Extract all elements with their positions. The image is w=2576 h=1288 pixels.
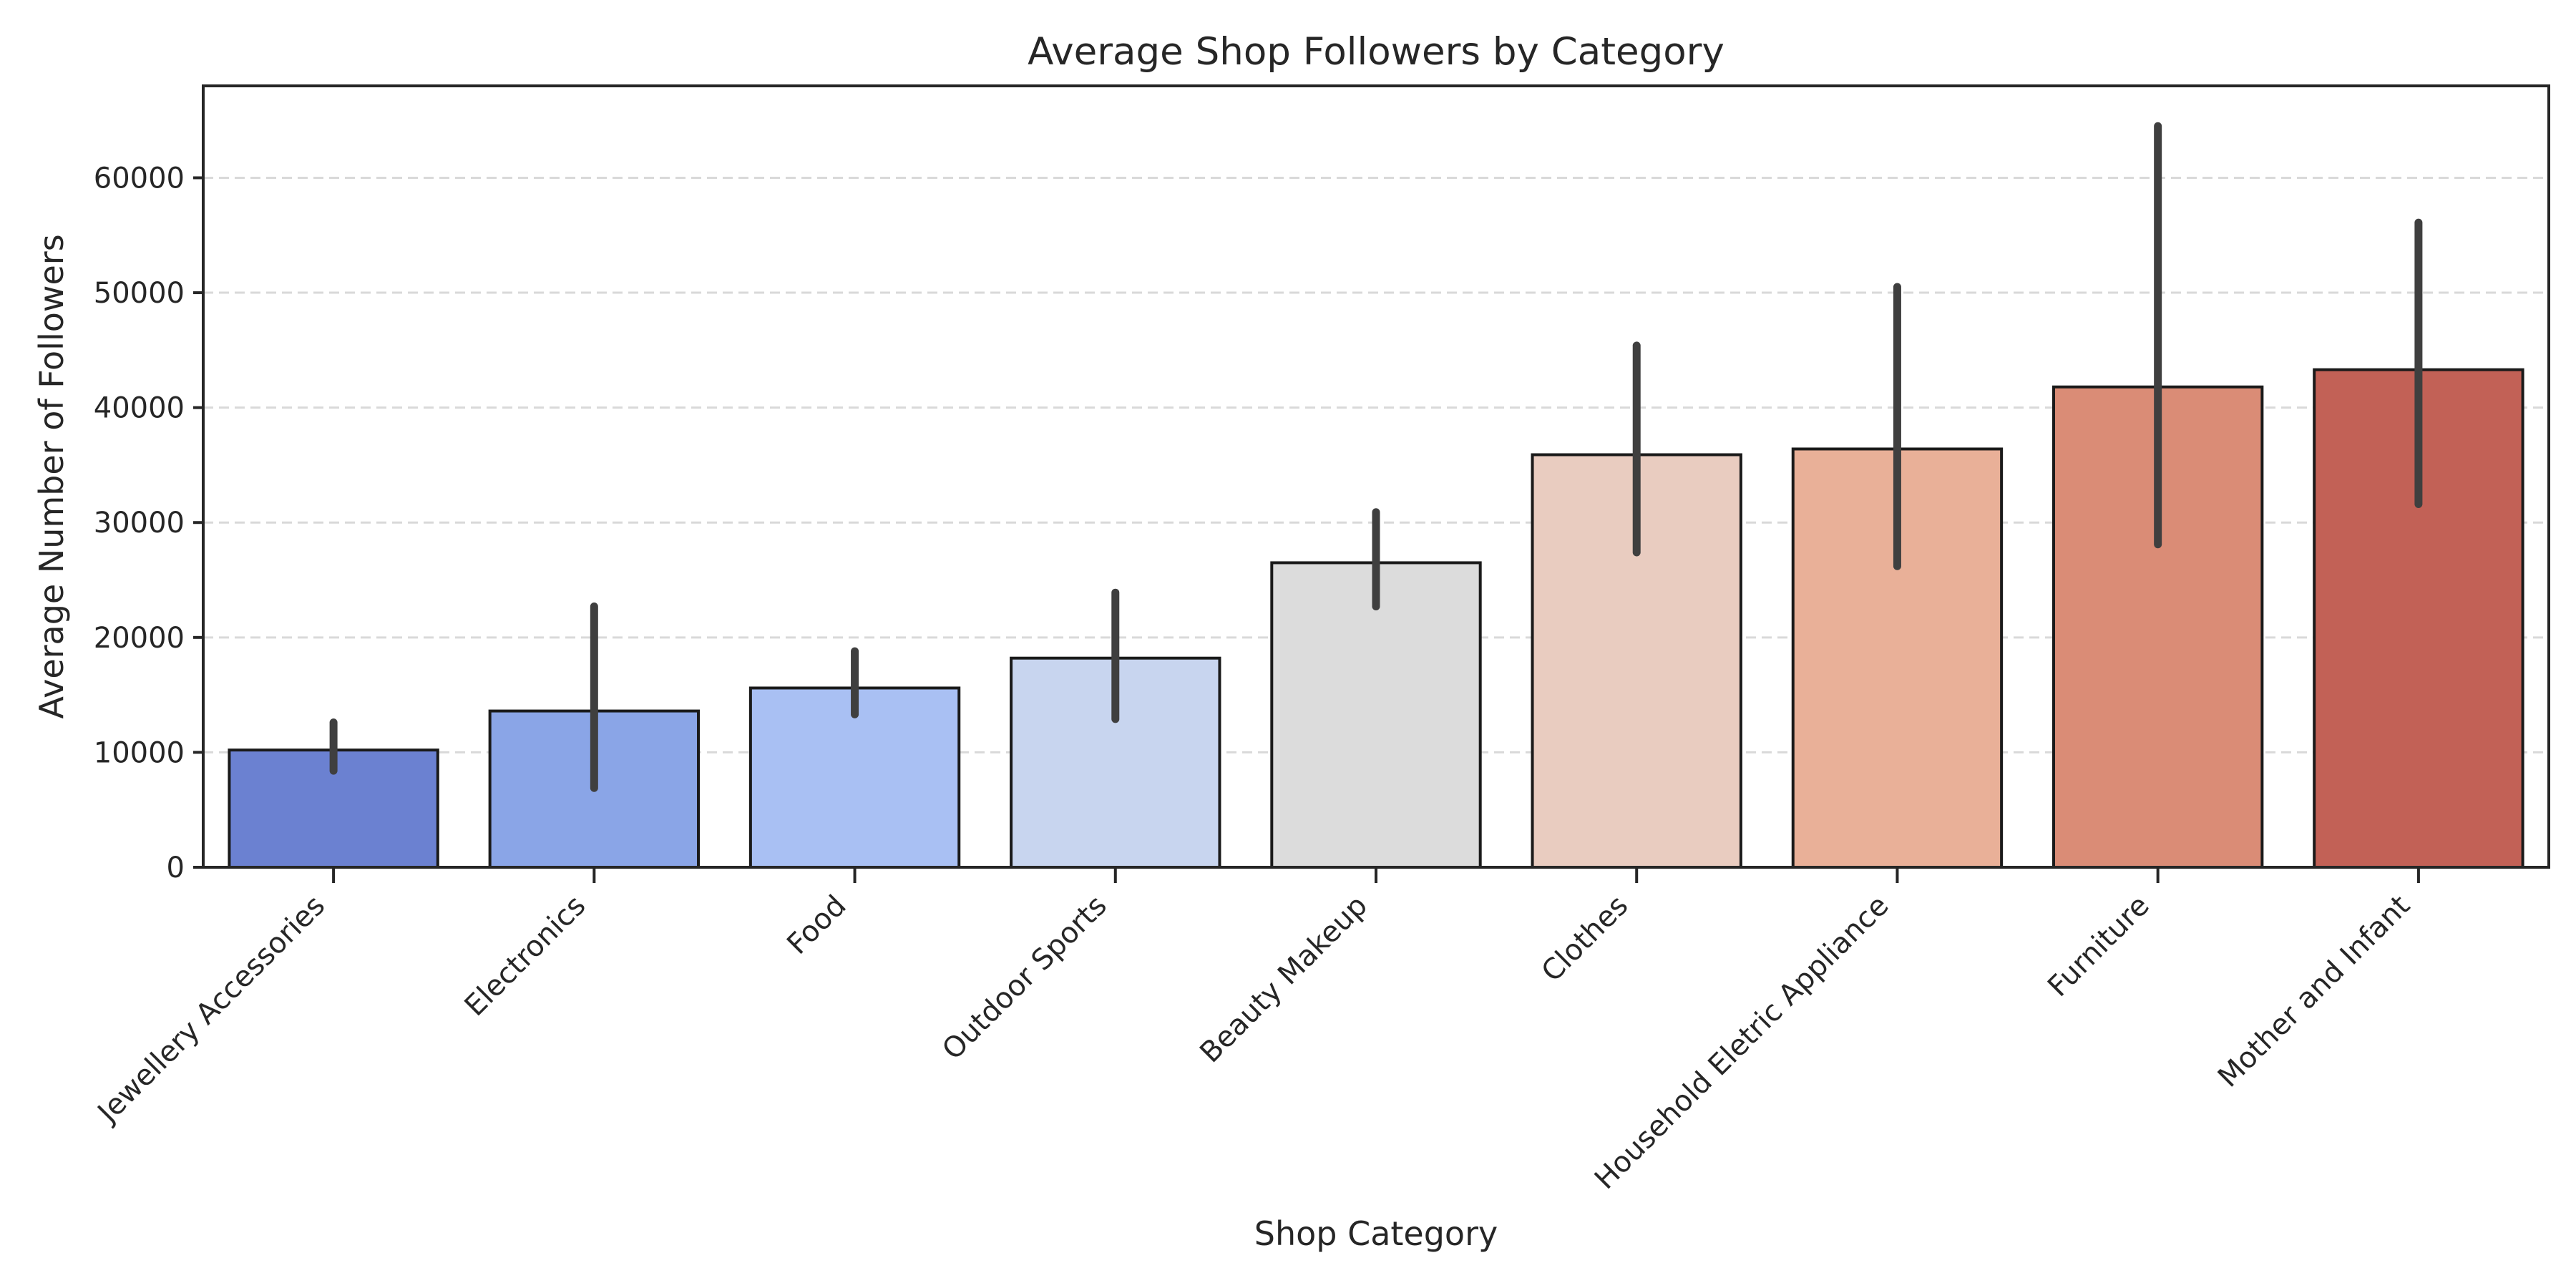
- y-tick-label: 30000: [94, 507, 185, 540]
- x-axis-label: Shop Category: [1254, 1214, 1498, 1253]
- bar: [1270, 561, 1482, 869]
- y-axis-label: Average Number of Followers: [32, 234, 71, 718]
- y-axis-ticks: 0 10000 20000 30000 40000 50000 60000: [94, 162, 203, 884]
- y-tick-label: 20000: [94, 622, 185, 655]
- y-tick-label: 0: [167, 852, 185, 884]
- error-bars: [329, 122, 2423, 792]
- y-tick-label: 40000: [94, 392, 185, 425]
- chart-title: Average Shop Followers by Category: [1028, 30, 1724, 74]
- y-tick-label: 10000: [94, 736, 185, 769]
- bar: [1791, 447, 2004, 869]
- y-tick-label: 60000: [94, 162, 185, 195]
- y-tick-label: 50000: [94, 277, 185, 310]
